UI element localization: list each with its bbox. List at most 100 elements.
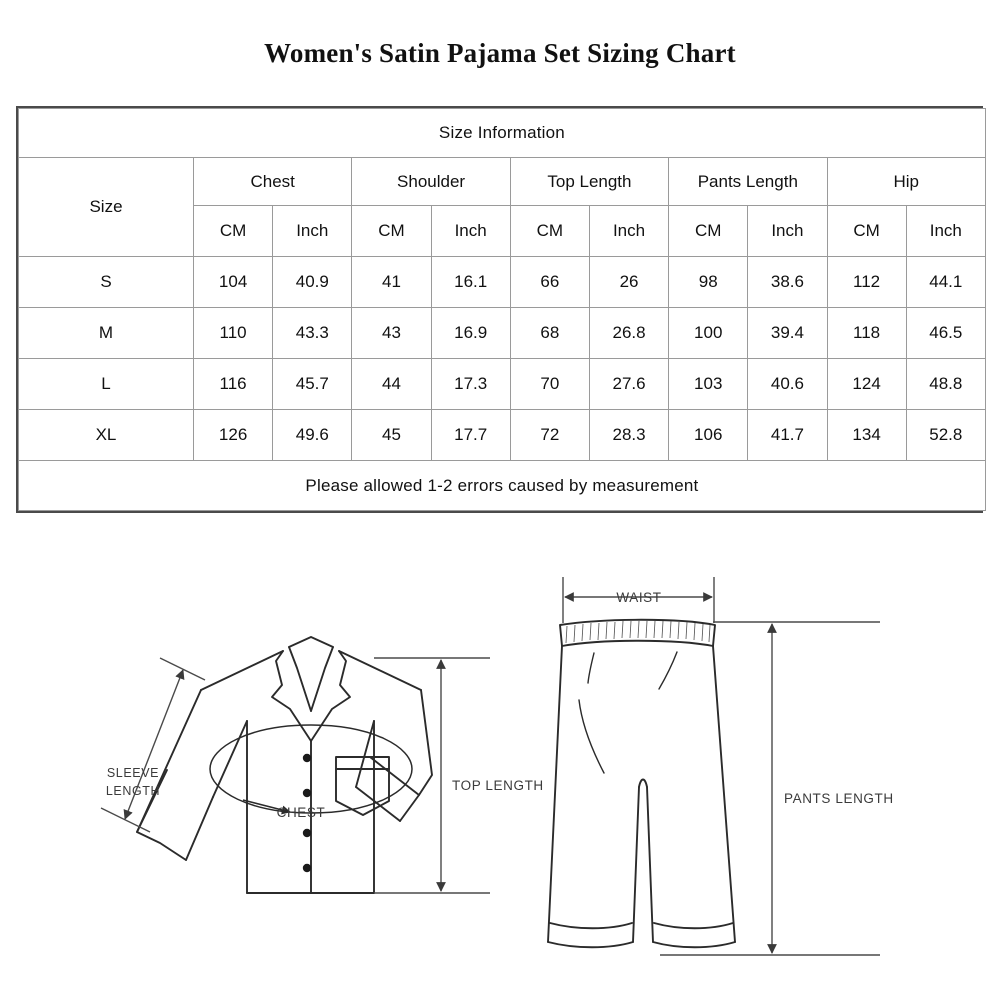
cell-chest-inch: 49.6 — [272, 409, 353, 461]
right-cuff-band — [653, 922, 734, 930]
header-unit-pantslength-cm: CM — [668, 205, 749, 257]
header-unit-hip-cm: CM — [826, 205, 907, 257]
pants-length-label: PANTS LENGTH — [784, 791, 894, 806]
shirt-buttons — [302, 753, 312, 873]
header-unit-chest-cm: CM — [192, 205, 274, 257]
right-lapel — [310, 650, 351, 742]
garment-diagrams: CHEST SLEEVE LENGTH TOP LENGTH — [0, 525, 1000, 1000]
sleeve-ext-top — [159, 657, 206, 681]
table-row: L 116 45.7 44 17.3 70 27.6 103 40.6 124 … — [18, 358, 986, 410]
chest-pocket — [335, 756, 390, 816]
left-leg-hem — [547, 941, 634, 949]
left-cuff-band — [549, 922, 633, 930]
cell-pantslength-cm: 106 — [668, 409, 749, 461]
header-size: Size — [18, 157, 194, 257]
cell-shoulder-cm: 41 — [351, 256, 432, 308]
header-group-pants-length: Pants Length — [668, 157, 828, 206]
header-unit-chest-inch: Inch — [272, 205, 353, 257]
cell-pantslength-inch: 39.4 — [747, 307, 828, 359]
chest-label: CHEST — [277, 805, 326, 820]
cell-toplength-inch: 27.6 — [588, 358, 670, 410]
table-row: S 104 40.9 41 16.1 66 26 98 38.6 112 44.… — [18, 256, 986, 308]
row-size-label: L — [18, 358, 194, 410]
page-title: Women's Satin Pajama Set Sizing Chart — [264, 38, 736, 68]
measurement-note: Please allowed 1-2 errors caused by meas… — [18, 460, 986, 511]
cell-toplength-cm: 68 — [509, 307, 590, 359]
cell-pantslength-inch: 38.6 — [747, 256, 828, 308]
cell-hip-cm: 118 — [826, 307, 907, 359]
cell-chest-cm: 104 — [192, 256, 274, 308]
row-size-label: S — [18, 256, 194, 308]
cell-toplength-cm: 70 — [509, 358, 590, 410]
cell-chest-inch: 40.9 — [272, 256, 353, 308]
chest-arrow — [242, 799, 291, 815]
row-size-label: M — [18, 307, 194, 359]
right-leg-inner — [646, 786, 654, 943]
cell-hip-inch: 52.8 — [905, 409, 986, 461]
cell-shoulder-cm: 44 — [351, 358, 432, 410]
cell-pantslength-inch: 40.6 — [747, 358, 828, 410]
header-unit-hip-inch: Inch — [905, 205, 986, 257]
cell-hip-inch: 48.8 — [905, 358, 986, 410]
cell-shoulder-cm: 43 — [351, 307, 432, 359]
header-group-top-length: Top Length — [509, 157, 670, 206]
row-size-label: XL — [18, 409, 194, 461]
cell-hip-cm: 112 — [826, 256, 907, 308]
cell-toplength-inch: 26 — [588, 256, 670, 308]
size-chart-table: Size Information Size Chest Shoulder Top… — [16, 106, 986, 513]
cell-hip-cm: 124 — [826, 358, 907, 410]
chest-ellipse-path — [209, 724, 413, 814]
cell-shoulder-cm: 45 — [351, 409, 432, 461]
header-unit-pantslength-inch: Inch — [747, 205, 828, 257]
cell-toplength-inch: 28.3 — [588, 409, 670, 461]
waist-label: WAIST — [616, 590, 661, 605]
sleeve-ext-bottom — [100, 807, 151, 833]
right-shoulder — [338, 650, 422, 691]
header-group-chest: Chest — [192, 157, 353, 206]
left-sleeve-inner-seam — [212, 720, 248, 798]
drape-line-1 — [587, 652, 595, 684]
diagram-svg: CHEST SLEEVE LENGTH TOP LENGTH — [100, 577, 894, 956]
cell-chest-cm: 126 — [192, 409, 274, 461]
table-footer-row: Please allowed 1-2 errors caused by meas… — [18, 460, 986, 511]
left-sleeve-cuff-inner — [185, 796, 214, 861]
cell-toplength-cm: 72 — [509, 409, 590, 461]
right-leg-outer — [712, 645, 736, 943]
table-band-row: Size Information — [18, 108, 986, 158]
table-row: XL 126 49.6 45 17.7 72 28.3 106 41.7 134… — [18, 409, 986, 461]
left-leg-inner — [632, 786, 640, 943]
cell-chest-cm: 110 — [192, 307, 274, 359]
table-row: M 110 43.3 43 16.9 68 26.8 100 39.4 118 … — [18, 307, 986, 359]
cell-shoulder-inch: 16.9 — [430, 307, 511, 359]
left-leg-outer — [547, 645, 563, 943]
drape-line-3 — [578, 699, 605, 774]
cell-pantslength-cm: 100 — [668, 307, 749, 359]
header-group-shoulder: Shoulder — [351, 157, 511, 206]
cell-shoulder-inch: 17.7 — [430, 409, 511, 461]
cell-hip-inch: 46.5 — [905, 307, 986, 359]
button-2 — [302, 788, 312, 798]
top-length-dimension — [374, 657, 490, 894]
pants-drape-lines — [578, 651, 678, 774]
right-sleeve-inner-seam — [355, 720, 375, 788]
cell-pantslength-inch: 41.7 — [747, 409, 828, 461]
right-sleeve-cuff-top — [369, 756, 420, 796]
cell-pantslength-cm: 98 — [668, 256, 749, 308]
cell-chest-cm: 116 — [192, 358, 274, 410]
collar-stand-left — [288, 646, 312, 712]
waistband — [559, 618, 716, 647]
sleeve-length-label-line1: SLEEVE — [107, 766, 159, 780]
collar-stand-right — [310, 646, 334, 712]
cell-toplength-inch: 26.8 — [588, 307, 670, 359]
header-unit-toplength-inch: Inch — [588, 205, 670, 257]
crotch — [638, 778, 648, 788]
left-shoulder — [200, 650, 284, 691]
chest-measure-ellipse — [209, 724, 413, 815]
cell-chest-inch: 43.3 — [272, 307, 353, 359]
collar-top-edge — [288, 636, 334, 648]
right-sleeve-outer — [399, 689, 433, 822]
cell-shoulder-inch: 17.3 — [430, 358, 511, 410]
header-group-hip: Hip — [826, 157, 986, 206]
cell-shoulder-inch: 16.1 — [430, 256, 511, 308]
cell-toplength-cm: 66 — [509, 256, 590, 308]
